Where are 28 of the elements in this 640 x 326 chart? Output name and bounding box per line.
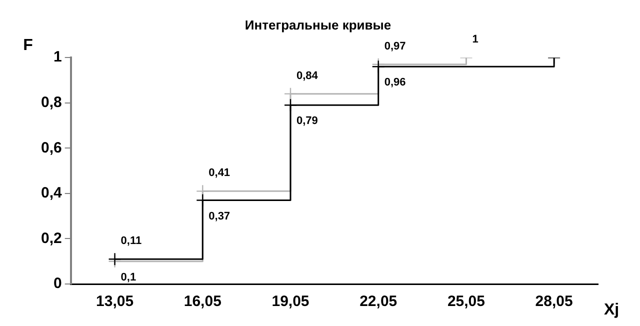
y-axis-title: F [23, 37, 34, 54]
data-label: 0,41 [208, 167, 230, 180]
point [284, 87, 298, 100]
y-tick-label: 0 [54, 275, 62, 292]
x-tick-label: 28,05 [535, 293, 573, 310]
data-label: 0,97 [384, 40, 406, 52]
data-label: 0,96 [384, 76, 406, 89]
y-tick-label: 1 [54, 48, 62, 66]
x-axis-title: Xj [604, 301, 620, 318]
x-tick-label: 19,05 [272, 293, 310, 310]
y-tick-label: 0,4 [40, 184, 62, 202]
data-label: 0,84 [296, 70, 319, 82]
y-tick-label: 0,6 [40, 139, 62, 156]
y-tick-label: 0,2 [40, 230, 62, 247]
point [284, 98, 298, 112]
data-label: 0,79 [296, 115, 318, 128]
data-label: 1 [472, 34, 478, 46]
data-label: 0,1 [120, 271, 136, 284]
x-tick-label: 22,05 [360, 293, 398, 310]
point [108, 252, 122, 266]
x-tick-label: 25,05 [447, 293, 485, 310]
point [372, 60, 385, 74]
x-tick-label: 16,05 [184, 293, 222, 310]
chart-title: Интегральные кривые [244, 17, 392, 32]
data-label: 0,11 [120, 235, 142, 248]
y-tick-label: 0,8 [40, 94, 62, 112]
data-label: 0,37 [208, 210, 230, 222]
x-tick-label: 13,05 [96, 293, 134, 310]
